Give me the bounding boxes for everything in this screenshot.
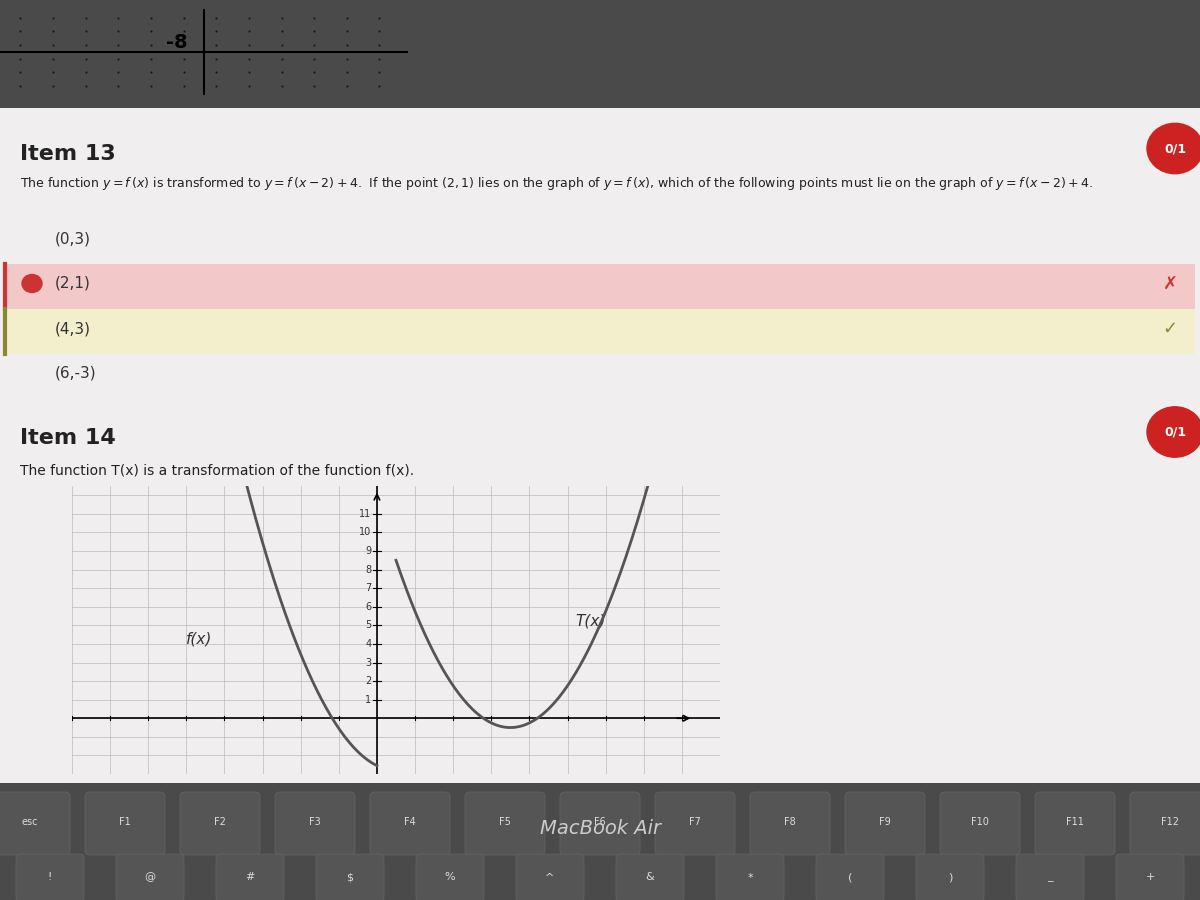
FancyBboxPatch shape <box>116 854 184 900</box>
Text: Item 13: Item 13 <box>20 144 115 164</box>
Text: #: # <box>245 872 254 883</box>
FancyBboxPatch shape <box>370 792 450 855</box>
Text: Item 14: Item 14 <box>20 428 115 447</box>
Text: F9: F9 <box>880 816 890 827</box>
FancyBboxPatch shape <box>655 792 734 855</box>
Text: @: @ <box>144 872 156 883</box>
Text: T(x): T(x) <box>575 614 606 628</box>
Text: &: & <box>646 872 654 883</box>
FancyBboxPatch shape <box>5 309 1195 354</box>
Text: ): ) <box>948 872 952 883</box>
Text: 7: 7 <box>365 583 371 593</box>
Text: F2: F2 <box>214 816 226 827</box>
FancyBboxPatch shape <box>750 792 830 855</box>
Text: F6: F6 <box>594 816 606 827</box>
FancyBboxPatch shape <box>560 792 640 855</box>
FancyBboxPatch shape <box>5 264 1195 309</box>
Text: 0/1: 0/1 <box>1164 426 1186 438</box>
Text: ^: ^ <box>545 872 554 883</box>
Text: ✗: ✗ <box>1163 274 1177 292</box>
Text: 10: 10 <box>359 527 371 537</box>
Text: %: % <box>445 872 455 883</box>
Text: F7: F7 <box>689 816 701 827</box>
Text: $: $ <box>347 872 354 883</box>
Text: 8: 8 <box>365 564 371 574</box>
FancyBboxPatch shape <box>0 792 70 855</box>
FancyBboxPatch shape <box>845 792 925 855</box>
FancyBboxPatch shape <box>1016 854 1084 900</box>
Text: (4,3): (4,3) <box>55 321 91 336</box>
FancyBboxPatch shape <box>1034 792 1115 855</box>
Text: F4: F4 <box>404 816 416 827</box>
Text: !: ! <box>48 872 52 883</box>
Text: (6,-3): (6,-3) <box>55 366 97 381</box>
Text: MacBook Air: MacBook Air <box>540 818 660 838</box>
Text: The function T(x) is a transformation of the function f(x).: The function T(x) is a transformation of… <box>20 464 414 478</box>
FancyBboxPatch shape <box>516 854 584 900</box>
FancyBboxPatch shape <box>216 854 284 900</box>
FancyBboxPatch shape <box>416 854 484 900</box>
Text: 3: 3 <box>365 658 371 668</box>
Text: 2: 2 <box>365 676 371 686</box>
Circle shape <box>22 274 42 292</box>
FancyBboxPatch shape <box>916 854 984 900</box>
Text: f(x): f(x) <box>186 632 212 647</box>
FancyBboxPatch shape <box>1116 854 1184 900</box>
Text: F11: F11 <box>1066 816 1084 827</box>
Text: F5: F5 <box>499 816 511 827</box>
Text: (0,3): (0,3) <box>55 231 91 246</box>
Text: (2,1): (2,1) <box>55 276 91 291</box>
Text: -8: -8 <box>166 33 187 52</box>
FancyBboxPatch shape <box>316 854 384 900</box>
Text: F10: F10 <box>971 816 989 827</box>
FancyBboxPatch shape <box>180 792 260 855</box>
Text: F12: F12 <box>1162 816 1178 827</box>
Text: 0/1: 0/1 <box>1164 142 1186 155</box>
Text: 1: 1 <box>365 695 371 705</box>
FancyBboxPatch shape <box>816 854 884 900</box>
Text: *: * <box>748 872 752 883</box>
FancyBboxPatch shape <box>16 854 84 900</box>
FancyBboxPatch shape <box>275 792 355 855</box>
Text: 4: 4 <box>365 639 371 649</box>
Circle shape <box>1147 123 1200 174</box>
Text: The function $y = f\,(x)$ is transformed to $y = f\,(x - 2) + 4$.  If the point : The function $y = f\,(x)$ is transformed… <box>20 176 1093 193</box>
Text: 5: 5 <box>365 620 371 630</box>
FancyBboxPatch shape <box>464 792 545 855</box>
FancyBboxPatch shape <box>0 108 1200 783</box>
FancyBboxPatch shape <box>616 854 684 900</box>
Text: _: _ <box>1048 872 1052 883</box>
Text: F3: F3 <box>310 816 320 827</box>
FancyBboxPatch shape <box>940 792 1020 855</box>
Text: esc: esc <box>22 816 38 827</box>
Text: F8: F8 <box>784 816 796 827</box>
FancyBboxPatch shape <box>716 854 784 900</box>
Text: +: + <box>1145 872 1154 883</box>
Text: (: ( <box>848 872 852 883</box>
Text: 6: 6 <box>365 602 371 612</box>
Circle shape <box>1147 407 1200 457</box>
Text: 9: 9 <box>365 546 371 556</box>
FancyBboxPatch shape <box>1130 792 1200 855</box>
Text: 11: 11 <box>359 508 371 519</box>
Text: F1: F1 <box>119 816 131 827</box>
Text: ✓: ✓ <box>1163 320 1177 338</box>
FancyBboxPatch shape <box>85 792 164 855</box>
